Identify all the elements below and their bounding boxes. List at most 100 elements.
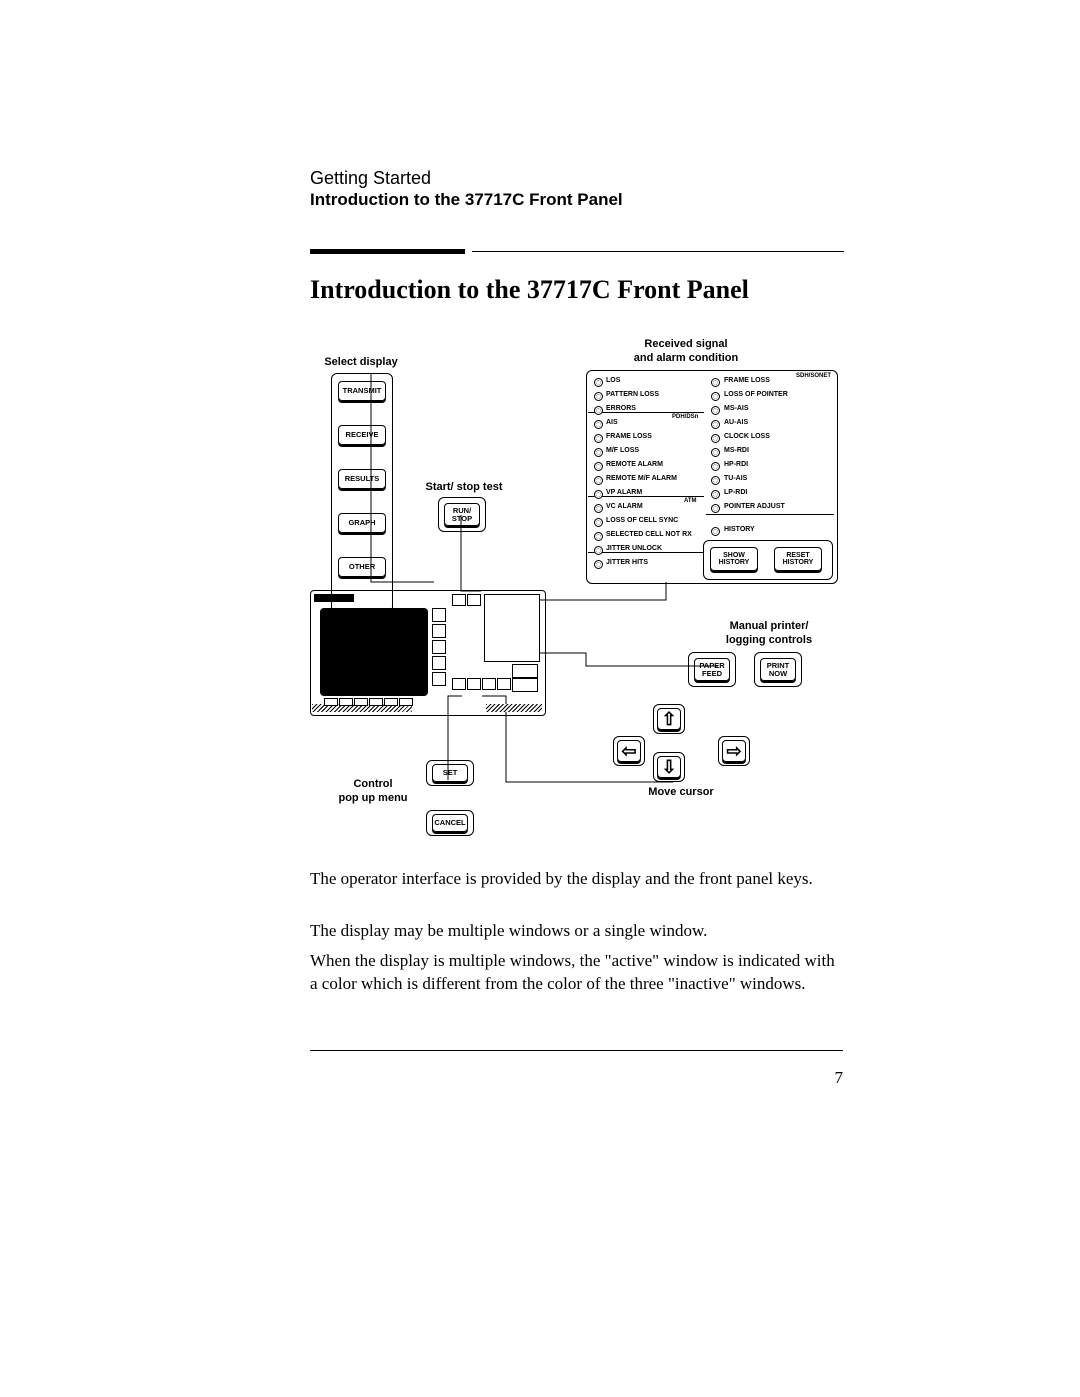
led-c1-2 xyxy=(594,406,603,415)
footer-rule xyxy=(310,1050,843,1051)
label-received-l1: Received signal xyxy=(606,338,766,351)
mini-print-1 xyxy=(512,664,538,678)
paper-feed-key[interactable]: PAPER FEED xyxy=(694,658,730,681)
led-c2-6 xyxy=(711,462,720,471)
reset-history-l2: HISTORY xyxy=(783,559,814,566)
show-history-l2: HISTORY xyxy=(719,559,750,566)
mini-key-2 xyxy=(432,624,446,638)
header-title: Introduction to the 37717C Front Panel xyxy=(310,190,623,210)
led-c2-5 xyxy=(711,448,720,457)
mini-top-1 xyxy=(452,594,466,606)
led-div4 xyxy=(706,514,834,515)
led-c2-label-9: POINTER ADJUST xyxy=(724,503,785,510)
mini-alarm-panel xyxy=(484,594,540,662)
label-control-l1: Control xyxy=(330,778,416,791)
led-c1-label-7: REMOTE M/F ALARM xyxy=(606,475,677,482)
paper-feed-l2: FEED xyxy=(702,670,722,678)
transmit-key[interactable]: TRANSMIT xyxy=(338,381,386,401)
label-printer-l2: logging controls xyxy=(704,634,834,647)
instrument-screen xyxy=(320,608,428,696)
led-c1-label-5: M/F LOSS xyxy=(606,447,639,454)
led-c1-7 xyxy=(594,476,603,485)
reset-history-key[interactable]: RESET HISTORY xyxy=(774,547,822,571)
arrow-right-key[interactable]: ⇨ xyxy=(722,740,746,762)
led-c2-1 xyxy=(711,392,720,401)
led-div2 xyxy=(588,496,704,497)
softkey-5 xyxy=(384,698,398,706)
body-p2: The display may be multiple windows or a… xyxy=(310,920,843,943)
led-c2-label-7: TU-AIS xyxy=(724,475,747,482)
led-div3 xyxy=(588,552,704,553)
led-c2-label-4: CLOCK LOSS xyxy=(724,433,770,440)
led-c1-8 xyxy=(594,490,603,499)
mini-print-2 xyxy=(512,678,538,692)
show-history-key[interactable]: SHOW HISTORY xyxy=(710,547,758,571)
front-panel-diagram: Select display TRANSMIT RECEIVE RESULTS … xyxy=(306,332,844,840)
other-key[interactable]: OTHER xyxy=(338,557,386,577)
led-c1-label-3: AIS xyxy=(606,419,618,426)
softkey-4 xyxy=(369,698,383,706)
led-c2-7 xyxy=(711,476,720,485)
label-start-stop: Start/ stop test xyxy=(414,481,514,494)
run-stop-key[interactable]: RUN/ STOP xyxy=(444,503,480,526)
led-c1-label-0: LOS xyxy=(606,377,620,384)
cancel-key[interactable]: CANCEL xyxy=(432,814,468,832)
graph-key[interactable]: GRAPH xyxy=(338,513,386,533)
page-number: 7 xyxy=(835,1068,844,1088)
history-led xyxy=(711,527,720,536)
mini-bot-4 xyxy=(497,678,511,690)
led-c1-label-12: JITTER UNLOCK xyxy=(606,545,662,552)
run-stop-l2: STOP xyxy=(452,515,472,523)
led-c1-label-2: ERRORS xyxy=(606,405,636,412)
header-section: Getting Started xyxy=(310,168,431,189)
body-p3: When the display is multiple windows, th… xyxy=(310,950,843,996)
led-c2-label-5: MS-RDI xyxy=(724,447,749,454)
set-key[interactable]: SET xyxy=(432,764,468,782)
instrument-logo xyxy=(314,594,354,602)
led-c1-label-9: VC ALARM xyxy=(606,503,643,510)
led-div1 xyxy=(588,412,704,413)
arrow-left-key[interactable]: ⇦ xyxy=(617,740,641,762)
led-c2-label-0: FRAME LOSS xyxy=(724,377,770,384)
mini-key-4 xyxy=(432,656,446,670)
print-now-l2: NOW xyxy=(769,670,787,678)
led-c1-label-11: SELECTED CELL NOT RX xyxy=(606,531,692,538)
label-control-l2: pop up menu xyxy=(330,792,416,805)
led-c2-9 xyxy=(711,504,720,513)
print-now-key[interactable]: PRINT NOW xyxy=(760,658,796,681)
arrow-up-key[interactable]: ⇧ xyxy=(657,708,681,730)
softkey-3 xyxy=(354,698,368,706)
led-c2-0 xyxy=(711,378,720,387)
arrow-down-key[interactable]: ⇩ xyxy=(657,756,681,778)
led-c1-12 xyxy=(594,546,603,555)
led-c2-label-2: MS-AIS xyxy=(724,405,749,412)
led-c2-label-8: LP-RDI xyxy=(724,489,747,496)
mini-key-3 xyxy=(432,640,446,654)
mini-bot-2 xyxy=(467,678,481,690)
led-c1-1 xyxy=(594,392,603,401)
reset-history-l1: RESET xyxy=(786,552,809,559)
results-key[interactable]: RESULTS xyxy=(338,469,386,489)
led-c2-label-1: LOSS OF POINTER xyxy=(724,391,788,398)
select-display-keybox xyxy=(331,373,393,613)
led-c1-9 xyxy=(594,504,603,513)
led-c1-3 xyxy=(594,420,603,429)
show-history-l1: SHOW xyxy=(723,552,745,559)
led-c1-label-8: VP ALARM xyxy=(606,489,642,496)
led-c1-label-4: FRAME LOSS xyxy=(606,433,652,440)
mini-key-1 xyxy=(432,608,446,622)
led-c1-5 xyxy=(594,448,603,457)
mini-key-5 xyxy=(432,672,446,686)
led-c2-label-6: HP-RDI xyxy=(724,461,748,468)
hdr-pdh: PDH/DSn xyxy=(672,414,698,420)
led-c1-label-10: LOSS OF CELL SYNC xyxy=(606,517,678,524)
softkey-1 xyxy=(324,698,338,706)
page-title: Introduction to the 37717C Front Panel xyxy=(310,275,749,305)
led-c1-6 xyxy=(594,462,603,471)
label-move-cursor: Move cursor xyxy=(631,786,731,799)
receive-key[interactable]: RECEIVE xyxy=(338,425,386,445)
hdr-atm: ATM xyxy=(684,498,697,504)
led-c2-8 xyxy=(711,490,720,499)
led-c1-label-6: REMOTE ALARM xyxy=(606,461,663,468)
instrument-stripe2 xyxy=(486,704,542,712)
